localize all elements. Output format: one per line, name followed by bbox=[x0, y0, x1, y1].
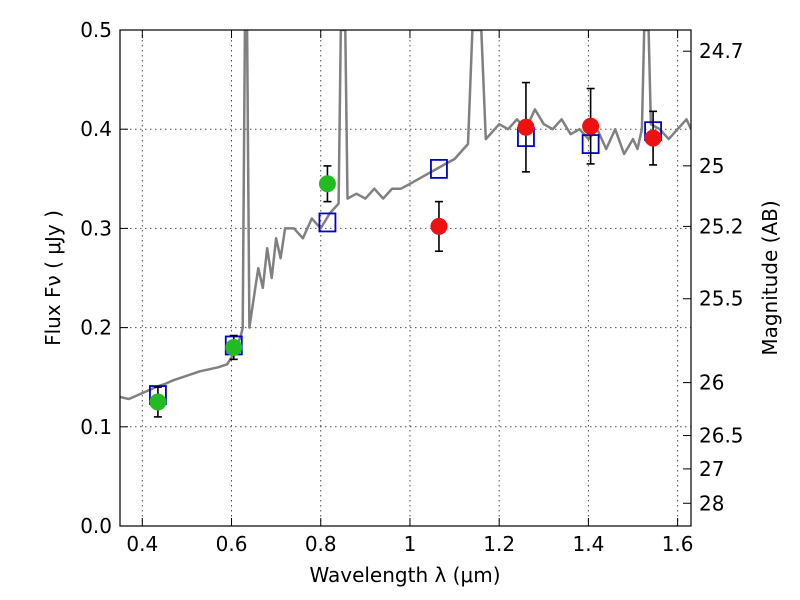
magnitude-tick-label: 28 bbox=[699, 491, 724, 515]
tick-layer: 0.4 0.6 0.8 1 1.2 1.4 1.6 0.0 0.1 0.2 0.3 0.4 0.5 24.… bbox=[80, 18, 743, 556]
y-tick-label: 0.0 bbox=[80, 514, 112, 538]
x-tick-label: 0.8 bbox=[305, 532, 337, 556]
y-tick-label: 0.1 bbox=[80, 415, 112, 439]
observed-point-green bbox=[149, 393, 167, 411]
observed-point-green bbox=[318, 175, 336, 193]
y-tick-label: 0.3 bbox=[80, 216, 112, 240]
x-tick-label: 1 bbox=[404, 532, 417, 556]
y-tick-label: 0.5 bbox=[80, 18, 112, 42]
model-band-square bbox=[318, 212, 337, 233]
observed-point-red bbox=[644, 129, 662, 147]
observed-point-red bbox=[582, 117, 600, 135]
magnitude-tick-label: 24.7 bbox=[699, 39, 744, 63]
observed-point-red bbox=[430, 217, 448, 235]
y-tick-label: 0.4 bbox=[80, 117, 112, 141]
magnitude-axis-label: Magnitude (AB) bbox=[758, 200, 782, 355]
x-axis-label: Wavelength λ (μm) bbox=[309, 563, 500, 587]
x-tick-label: 1.4 bbox=[572, 532, 604, 556]
magnitude-tick-label: 25.5 bbox=[699, 287, 744, 311]
y-axis-label: Flux Fν ( μJy ) bbox=[41, 210, 65, 346]
x-tick-label: 1.2 bbox=[483, 532, 515, 556]
x-tick-label: 0.4 bbox=[126, 532, 158, 556]
model-spectrum-line bbox=[120, 30, 691, 401]
grid-layer bbox=[120, 29, 691, 527]
magnitude-tick-label: 26.5 bbox=[699, 424, 744, 448]
magnitude-tick-label: 25 bbox=[699, 154, 724, 178]
magnitude-tick-label: 27 bbox=[699, 457, 724, 481]
x-tick-label: 0.6 bbox=[216, 532, 248, 556]
y-tick-label: 0.2 bbox=[80, 316, 112, 340]
observed-point-green bbox=[225, 338, 243, 356]
observed-point-red bbox=[517, 118, 535, 136]
magnitude-tick-label: 25.2 bbox=[699, 214, 744, 238]
magnitude-tick-label: 26 bbox=[699, 371, 724, 395]
x-tick-label: 1.6 bbox=[662, 532, 694, 556]
plot-frame bbox=[119, 29, 692, 527]
data-layer bbox=[120, 30, 691, 418]
model-band-square bbox=[430, 158, 448, 179]
